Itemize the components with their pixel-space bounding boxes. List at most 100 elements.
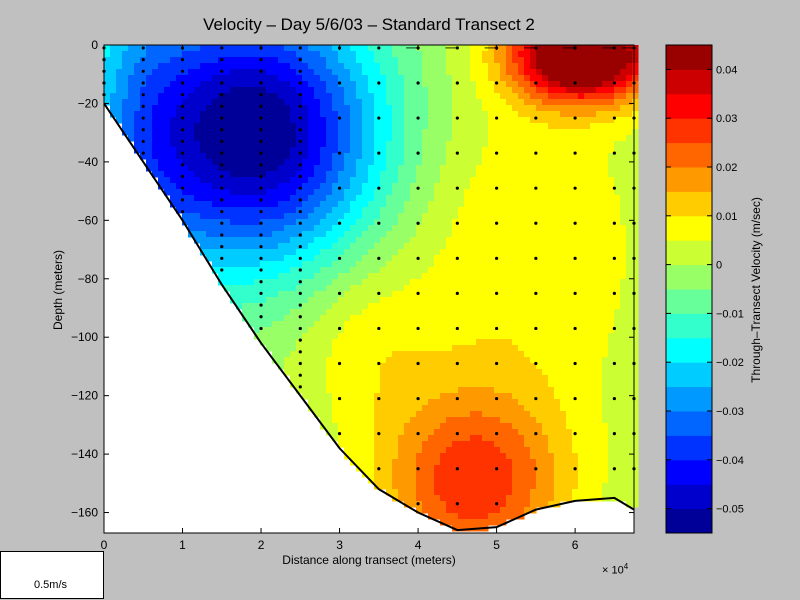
contour-cell: [572, 195, 579, 202]
contour-cell: [590, 333, 597, 340]
contour-cell: [206, 189, 213, 196]
contour-cell: [272, 159, 279, 166]
contour-cell: [440, 261, 447, 268]
contour-cell: [158, 123, 165, 130]
contour-cell: [542, 441, 549, 448]
contour-cell: [554, 153, 561, 160]
contour-cell: [434, 471, 441, 478]
contour-cell: [326, 189, 333, 196]
contour-cell: [170, 69, 177, 76]
contour-cell: [392, 123, 399, 130]
contour-cell: [374, 285, 381, 292]
contour-cell: [512, 363, 519, 370]
contour-cell: [404, 153, 411, 160]
contour-cell: [302, 111, 309, 118]
contour-cell: [278, 141, 285, 148]
contour-cell: [428, 99, 435, 106]
contour-cell: [518, 195, 525, 202]
contour-cell: [272, 111, 279, 118]
contour-cell: [518, 495, 525, 502]
contour-cell: [584, 105, 591, 112]
contour-cell: [530, 153, 537, 160]
contour-cell: [302, 129, 309, 136]
contour-cell: [350, 45, 357, 52]
contour-cell: [182, 81, 189, 88]
contour-cell: [278, 183, 285, 190]
contour-cell: [416, 483, 423, 490]
contour-cell: [524, 411, 531, 418]
contour-cell: [452, 141, 459, 148]
contour-cell: [302, 309, 309, 316]
contour-cell: [554, 87, 561, 94]
contour-cell: [428, 399, 435, 406]
contour-cell: [518, 405, 525, 412]
contour-cell: [368, 123, 375, 130]
contour-cell: [560, 417, 567, 424]
contour-cell: [590, 453, 597, 460]
contour-cell: [368, 363, 375, 370]
contour-cell: [134, 135, 141, 142]
contour-cell: [146, 159, 153, 166]
contour-cell: [458, 315, 465, 322]
contour-cell: [326, 87, 333, 94]
contour-cell: [542, 135, 549, 142]
contour-cell: [398, 171, 405, 178]
contour-cell: [536, 213, 543, 220]
contour-cell: [326, 417, 333, 424]
contour-cell: [440, 69, 447, 76]
contour-cell: [386, 183, 393, 190]
contour-cell: [590, 339, 597, 346]
contour-cell: [320, 387, 327, 394]
contour-cell: [578, 237, 585, 244]
contour-cell: [542, 75, 549, 82]
contour-cell: [560, 213, 567, 220]
contour-cell: [548, 93, 555, 100]
contour-cell: [296, 99, 303, 106]
contour-cell: [482, 87, 489, 94]
contour-cell: [398, 381, 405, 388]
contour-cell: [506, 105, 513, 112]
contour-cell: [344, 57, 351, 64]
contour-cell: [482, 357, 489, 364]
contour-cell: [428, 87, 435, 94]
contour-cell: [578, 345, 585, 352]
contour-cell: [518, 45, 525, 52]
contour-cell: [542, 267, 549, 274]
contour-cell: [332, 291, 339, 298]
contour-cell: [596, 459, 603, 466]
contour-cell: [524, 309, 531, 316]
contour-cell: [374, 225, 381, 232]
contour-cell: [464, 375, 471, 382]
contour-cell: [362, 135, 369, 142]
contour-cell: [386, 267, 393, 274]
contour-cell: [434, 111, 441, 118]
contour-cell: [140, 123, 147, 130]
contour-cell: [464, 459, 471, 466]
contour-cell: [584, 195, 591, 202]
contour-cell: [554, 171, 561, 178]
contour-cell: [572, 435, 579, 442]
contour-cell: [380, 249, 387, 256]
contour-cell: [266, 189, 273, 196]
contour-cell: [212, 183, 219, 190]
contour-cell: [272, 351, 279, 358]
contour-cell: [218, 249, 225, 256]
contour-cell: [314, 87, 321, 94]
contour-cell: [452, 159, 459, 166]
contour-cell: [596, 339, 603, 346]
contour-cell: [494, 381, 501, 388]
contour-cell: [212, 249, 219, 256]
contour-cell: [458, 447, 465, 454]
contour-cell: [308, 105, 315, 112]
contour-cell: [404, 471, 411, 478]
contour-cell: [590, 369, 597, 376]
contour-cell: [320, 147, 327, 154]
contour-cell: [596, 447, 603, 454]
contour-cell: [380, 195, 387, 202]
contour-cell: [308, 117, 315, 124]
contour-cell: [200, 243, 207, 250]
contour-cell: [338, 63, 345, 70]
contour-cell: [164, 87, 171, 94]
contour-cell: [140, 75, 147, 82]
contour-cell: [290, 45, 297, 52]
